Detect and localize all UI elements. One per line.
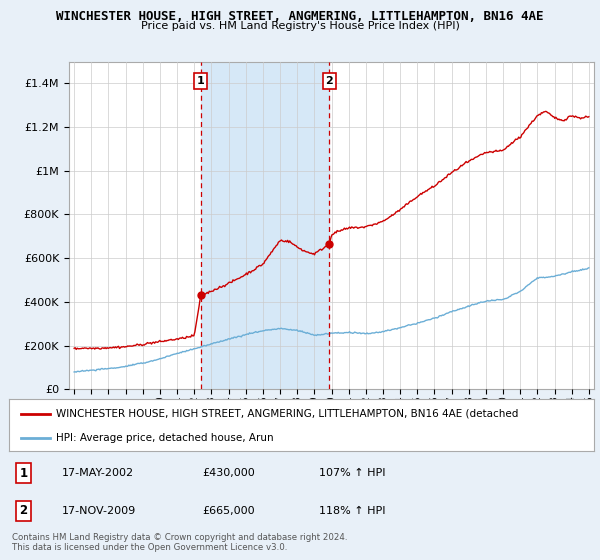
Text: £430,000: £430,000	[202, 468, 255, 478]
Text: 118% ↑ HPI: 118% ↑ HPI	[319, 506, 386, 516]
Text: WINCHESTER HOUSE, HIGH STREET, ANGMERING, LITTLEHAMPTON, BN16 4AE: WINCHESTER HOUSE, HIGH STREET, ANGMERING…	[56, 10, 544, 23]
Text: 17-NOV-2009: 17-NOV-2009	[62, 506, 136, 516]
Bar	[201, 62, 329, 389]
Text: Contains HM Land Registry data © Crown copyright and database right 2024.: Contains HM Land Registry data © Crown c…	[12, 533, 347, 542]
Text: 1: 1	[20, 466, 28, 479]
Text: 1: 1	[197, 76, 205, 86]
Text: 17-MAY-2002: 17-MAY-2002	[62, 468, 134, 478]
Text: This data is licensed under the Open Government Licence v3.0.: This data is licensed under the Open Gov…	[12, 543, 287, 552]
Text: Price paid vs. HM Land Registry's House Price Index (HPI): Price paid vs. HM Land Registry's House …	[140, 21, 460, 31]
Text: 2: 2	[20, 505, 28, 517]
Text: WINCHESTER HOUSE, HIGH STREET, ANGMERING, LITTLEHAMPTON, BN16 4AE (detached: WINCHESTER HOUSE, HIGH STREET, ANGMERING…	[56, 409, 518, 419]
Text: 2: 2	[326, 76, 334, 86]
Text: HPI: Average price, detached house, Arun: HPI: Average price, detached house, Arun	[56, 433, 274, 443]
Text: £665,000: £665,000	[202, 506, 254, 516]
Text: 107% ↑ HPI: 107% ↑ HPI	[319, 468, 386, 478]
